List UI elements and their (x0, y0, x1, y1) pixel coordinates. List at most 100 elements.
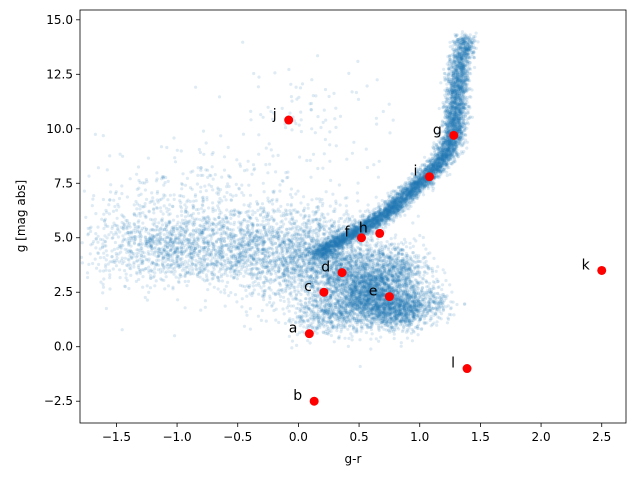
background-point (473, 65, 477, 70)
background-point (461, 143, 465, 147)
background-point (434, 171, 438, 175)
background-point (437, 106, 441, 111)
background-point (453, 143, 457, 147)
background-point (447, 165, 451, 170)
background-point (458, 136, 462, 140)
background-point (445, 153, 449, 157)
background-point (396, 185, 401, 189)
background-point (458, 110, 462, 114)
background-point (469, 95, 473, 99)
background-point (320, 246, 324, 250)
background-point (454, 95, 458, 99)
background-point (383, 209, 388, 213)
background-point (380, 198, 384, 203)
background-point (464, 89, 468, 93)
background-point (321, 244, 325, 248)
background-point (470, 50, 474, 55)
background-point (325, 244, 329, 248)
background-point (404, 196, 408, 200)
background-point (453, 89, 457, 93)
background-point (304, 247, 309, 252)
background-point (459, 42, 463, 46)
background-point (399, 200, 403, 204)
background-point (364, 225, 368, 229)
background-point (379, 218, 383, 222)
background-point (399, 196, 403, 200)
background-point (448, 128, 452, 132)
background-point (392, 206, 396, 210)
background-point (451, 115, 455, 119)
background-point (460, 63, 464, 67)
background-point (455, 33, 459, 38)
background-point (468, 115, 472, 119)
background-point (348, 240, 352, 245)
background-point (469, 72, 473, 76)
background-point (456, 117, 460, 121)
background-point (444, 99, 448, 103)
background-point (464, 85, 468, 89)
background-point (375, 226, 379, 230)
background-point (449, 54, 453, 58)
background-point (382, 210, 386, 214)
background-point (360, 223, 364, 227)
background-point (459, 78, 464, 82)
background-point (444, 78, 448, 82)
background-point (403, 213, 407, 217)
background-point (377, 215, 381, 219)
background-point (463, 114, 467, 118)
background-point (388, 199, 392, 203)
background-point (417, 179, 421, 183)
background-point (448, 77, 452, 81)
background-point (447, 122, 452, 126)
background-point (438, 150, 443, 154)
background-point (433, 168, 437, 172)
background-point (370, 223, 374, 227)
background-point (454, 115, 458, 119)
background-point (413, 180, 417, 184)
background-point (458, 54, 462, 58)
background-point (464, 58, 468, 63)
background-point (472, 35, 476, 39)
background-point (447, 138, 451, 143)
background-point (446, 79, 450, 83)
background-point (376, 222, 380, 226)
background-point (341, 234, 345, 238)
background-point (417, 167, 421, 171)
background-point (455, 95, 459, 99)
background-point (434, 167, 438, 172)
background-point (384, 211, 388, 215)
background-point (333, 244, 337, 248)
background-point (432, 160, 436, 164)
background-point (448, 111, 452, 115)
background-point (419, 176, 423, 180)
background-point (397, 203, 401, 207)
background-point (378, 215, 382, 219)
background-point (458, 86, 462, 90)
background-point (458, 140, 463, 144)
background-point (448, 141, 452, 145)
background-point (365, 224, 369, 228)
background-point (466, 111, 470, 115)
background-point (463, 32, 467, 36)
background-point (431, 163, 435, 167)
background-point (385, 206, 389, 210)
background-point (360, 224, 365, 228)
background-point (422, 174, 426, 178)
background-point (415, 182, 419, 186)
background-point (416, 168, 420, 172)
background-point (453, 100, 457, 104)
background-point (457, 121, 461, 125)
background-point (386, 191, 390, 195)
background-point (442, 158, 446, 162)
background-point (464, 51, 468, 55)
background-point (418, 172, 422, 177)
background-point (389, 206, 393, 210)
background-point (374, 195, 378, 199)
background-point (438, 159, 442, 163)
background-point (392, 201, 396, 205)
background-point (413, 180, 417, 184)
background-point (341, 247, 345, 251)
background-point (463, 71, 467, 75)
background-point (454, 124, 458, 129)
background-point (363, 220, 368, 224)
